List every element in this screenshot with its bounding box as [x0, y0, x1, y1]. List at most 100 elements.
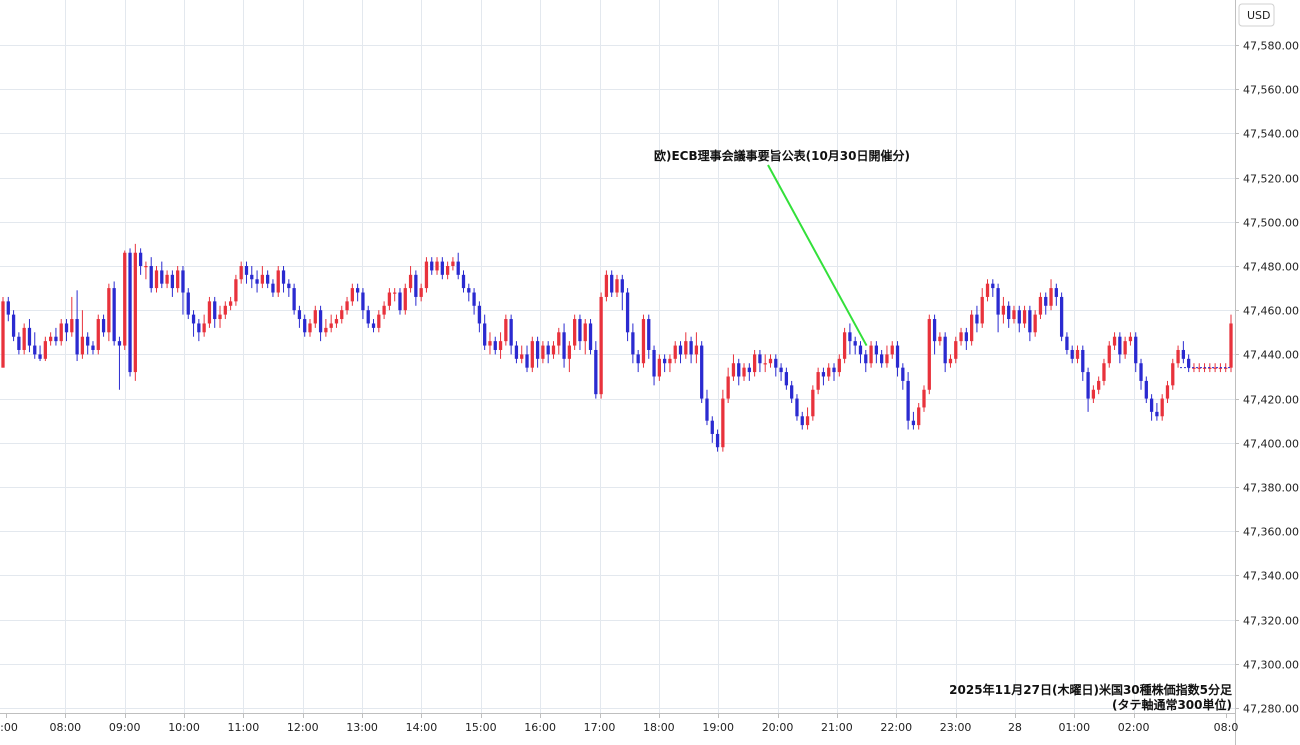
candle	[1038, 292, 1043, 320]
candle-body	[610, 274, 614, 293]
candle	[726, 367, 730, 404]
candle	[715, 429, 720, 452]
candle-body	[922, 389, 926, 408]
candle	[1017, 305, 1021, 333]
candle	[1213, 363, 1217, 373]
caption-line2: (タテ軸通常300単位)	[1112, 697, 1232, 712]
candle	[33, 332, 37, 359]
currency-badge[interactable]	[1238, 3, 1275, 27]
candle-body	[594, 349, 598, 395]
candle	[885, 345, 889, 368]
x-tick-label: 23:00	[940, 721, 972, 734]
candle-body	[1001, 305, 1006, 315]
candle-body	[1224, 367, 1228, 369]
candle-body	[154, 270, 159, 289]
candle	[535, 336, 540, 368]
candle	[11, 310, 16, 342]
candle	[313, 305, 317, 328]
candle-body	[959, 332, 963, 342]
candle	[821, 367, 826, 386]
y-tick-label: 47,520.00	[1243, 173, 1299, 186]
candle	[996, 283, 1000, 333]
candle	[340, 305, 344, 324]
candle-body	[218, 314, 222, 320]
candle	[816, 367, 820, 395]
candle	[620, 274, 624, 311]
x-tick-label: 16:00	[524, 721, 556, 734]
candle-body	[514, 345, 519, 359]
x-tick-label: 17:00	[584, 721, 616, 734]
x-tick-label: 08:0	[1214, 721, 1239, 734]
price-axis[interactable]: USD 47,580.00 47,560.00 47,540.00 47,520.00…	[1235, 0, 1299, 745]
candle	[467, 283, 471, 302]
candle	[234, 274, 238, 306]
candle-body	[927, 319, 931, 390]
candle-body	[6, 301, 10, 315]
candle-body	[1038, 296, 1043, 315]
candle-body	[504, 319, 508, 342]
candle	[752, 349, 757, 377]
candle	[1044, 292, 1048, 315]
candle-body	[541, 345, 545, 359]
candle-body	[170, 274, 175, 289]
candle	[281, 266, 286, 293]
candle-body	[75, 319, 79, 355]
candle	[1134, 332, 1138, 373]
candle	[445, 261, 450, 280]
candle	[1097, 376, 1101, 395]
candle	[456, 252, 460, 280]
candle-body	[1107, 345, 1111, 364]
candle	[684, 332, 688, 359]
candle	[832, 363, 836, 381]
candle-body	[1097, 380, 1101, 390]
candle	[112, 281, 116, 346]
candle-body	[80, 336, 85, 355]
candle-body	[271, 283, 275, 293]
candle-body	[414, 274, 418, 297]
candle-body	[1007, 305, 1011, 320]
candle-body	[895, 345, 900, 368]
candle-body	[689, 341, 693, 355]
candle-body	[742, 367, 746, 377]
candle-body	[197, 323, 201, 333]
candle	[477, 301, 482, 333]
candle	[964, 327, 968, 350]
candle-body	[64, 323, 69, 333]
candle	[588, 319, 593, 355]
candle-body	[710, 420, 714, 434]
candle-body	[1208, 367, 1212, 369]
candle	[747, 363, 751, 381]
time-axis[interactable]: :00 08:00 09:00 10:00 11:00 12:00 13:00 14:00 15…	[0, 713, 1238, 734]
candle	[287, 279, 291, 297]
candle-body	[811, 389, 815, 417]
candle-body	[827, 367, 831, 377]
candle	[6, 296, 10, 322]
candle-body	[281, 270, 286, 284]
candle	[932, 314, 937, 355]
candle-body	[239, 266, 243, 280]
candle-body	[758, 354, 762, 364]
candle-body	[641, 319, 646, 364]
caption-line1: 2025年11月27日(木曜日)米国30種株価指数5分足	[949, 682, 1232, 697]
candle-body	[726, 376, 730, 399]
candle-body	[107, 288, 111, 333]
candle	[853, 336, 857, 355]
y-tick-label: 47,580.00	[1243, 40, 1299, 53]
candle-body	[123, 252, 127, 346]
candle	[48, 332, 53, 346]
candle	[361, 288, 365, 320]
candle-body	[837, 358, 841, 373]
candle	[371, 319, 376, 333]
candle-body	[1134, 336, 1138, 364]
candle-body	[832, 367, 836, 373]
candle	[530, 336, 534, 373]
candle-body	[318, 310, 323, 333]
candle	[1091, 385, 1096, 404]
candle	[573, 314, 577, 350]
candle-body	[1112, 336, 1117, 346]
candle	[43, 336, 47, 362]
candle	[673, 341, 677, 364]
candle	[228, 296, 233, 311]
candle-body	[763, 363, 767, 365]
